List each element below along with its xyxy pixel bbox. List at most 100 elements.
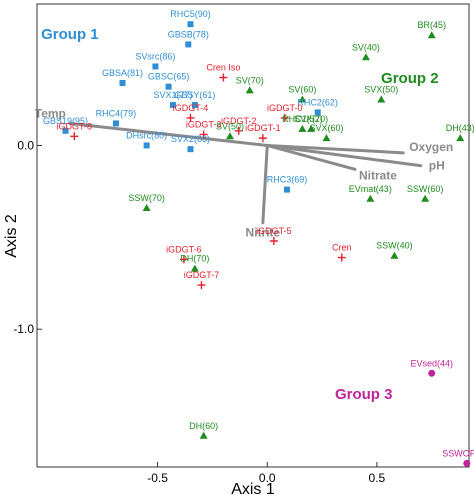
point-label: RHC3(69) (267, 175, 308, 185)
point-label: DH(60) (189, 421, 218, 431)
labels-layer: RHC5(90) GBSB(78) SVsrc(86) GBSA(81) GBSC(65… (43, 9, 474, 458)
point-label: GBSY(61) (174, 90, 215, 100)
point-label: SV(70) (236, 75, 264, 85)
point-triangle (307, 124, 316, 132)
y-tick-label: -1.0 (13, 322, 34, 336)
point-label: BR(45) (417, 20, 446, 30)
point-triangle (225, 132, 234, 140)
points-layer (62, 21, 471, 467)
x-axis-title: Axis 1 (231, 481, 275, 498)
point-label: iGDGT-3 (186, 119, 222, 129)
point-triangle (190, 264, 199, 272)
point-label: SV(60) (288, 85, 316, 95)
point-label: GBSA(81) (102, 68, 143, 78)
groups-layer: Group 1 Group 2 Group 3 (41, 26, 438, 403)
point-label: SV(50) (216, 121, 244, 131)
point-label: DHsrc(80) (126, 130, 167, 140)
point-square (185, 41, 192, 48)
point-label: SVX(60) (309, 123, 343, 133)
group-label: Group 3 (335, 386, 393, 403)
point-plus (179, 255, 188, 264)
vector-label-oxygen: Oxygen (409, 140, 453, 154)
point-square (314, 109, 321, 116)
point-plus (269, 237, 278, 246)
point-label: SVX1(77) (153, 90, 192, 100)
point-square (152, 63, 159, 70)
point-plus (258, 134, 267, 143)
point-label: RHC2(62) (297, 97, 338, 107)
x-tick-label: 0.0 (259, 471, 276, 485)
point-label: iGDGT-6 (166, 244, 202, 254)
point-label: SVsrc(86) (135, 51, 175, 61)
point-square (119, 80, 126, 87)
point-label: iGDGT-7 (184, 270, 220, 280)
plot-frame (36, 3, 470, 468)
point-plus (186, 113, 195, 122)
point-label: Cren Iso (206, 62, 240, 72)
point-label: iGDGT-4 (173, 103, 209, 113)
x-tick-label: -0.5 (147, 471, 168, 485)
vector-label-ph: pH (429, 159, 445, 173)
point-square (143, 142, 150, 149)
vector-temp (68, 121, 269, 147)
point-square (62, 127, 69, 134)
vector-nitrate (265, 143, 357, 171)
point-plus (70, 132, 79, 141)
point-label: EVsed(44) (410, 358, 453, 368)
point-triangle (421, 194, 430, 202)
vectors-layer: Temp Oxygen pH Nitrate Nitrite (35, 106, 453, 239)
point-triangle (390, 251, 399, 259)
point-label: EVmat(43) (349, 184, 392, 194)
point-label: iGDGT-0 (267, 103, 303, 113)
point-label: SSW(70) (128, 193, 165, 203)
x-tick-label: 0.5 (369, 471, 386, 485)
point-label: GBSC(65) (148, 72, 190, 82)
point-triangle (377, 95, 386, 103)
point-square (169, 102, 176, 109)
point-label: GBS19(95) (43, 116, 88, 126)
group-label: Group 1 (41, 26, 99, 43)
point-label: SV(40) (352, 42, 380, 52)
point-label: iGDGT-8 (57, 121, 93, 131)
point-square (191, 102, 198, 109)
point-label: SVX(70) (294, 114, 328, 124)
y-axis-title: Axis 2 (3, 214, 20, 258)
y-tick-label: 0.0 (17, 138, 34, 152)
point-label: SVX(50) (364, 85, 398, 95)
point-plus (280, 113, 289, 122)
point-plus (199, 130, 208, 139)
ticks-layer: -0.5 0.0 0.5 0.0 -1.0 (13, 138, 385, 485)
point-square (187, 21, 194, 28)
group-label: Group 2 (381, 70, 439, 87)
point-label: Cren (332, 243, 352, 253)
point-plus (234, 126, 243, 135)
point-triangle (298, 124, 307, 132)
point-triangle (456, 134, 465, 142)
point-label: SSW(40) (376, 241, 413, 251)
point-square (112, 120, 119, 127)
point-label: SSWOF(51) (442, 448, 474, 458)
point-label: iGDGT-5 (256, 226, 292, 236)
vector-label-nitrite: Nitrite (246, 226, 281, 240)
point-label: GBSB(78) (168, 29, 209, 39)
point-label: RHC1(52) (282, 114, 323, 124)
point-plus (197, 281, 206, 290)
point-circle (428, 369, 436, 377)
point-triangle (245, 86, 254, 94)
point-label: SVX2(83) (171, 134, 210, 144)
vector-ph (265, 143, 423, 168)
point-label: iGDGT-1 (245, 123, 281, 133)
point-label: SSW(60) (407, 184, 444, 194)
point-triangle (427, 31, 436, 39)
point-label: DH(70) (180, 254, 209, 264)
point-square (283, 186, 290, 193)
point-label: DH(43) (446, 123, 474, 133)
point-square (187, 146, 194, 153)
vector-oxygen (265, 143, 405, 155)
point-square (165, 83, 172, 90)
point-triangle (322, 134, 331, 142)
point-label: RHC4(79) (96, 108, 137, 118)
point-triangle (142, 203, 151, 211)
point-triangle (298, 95, 307, 103)
